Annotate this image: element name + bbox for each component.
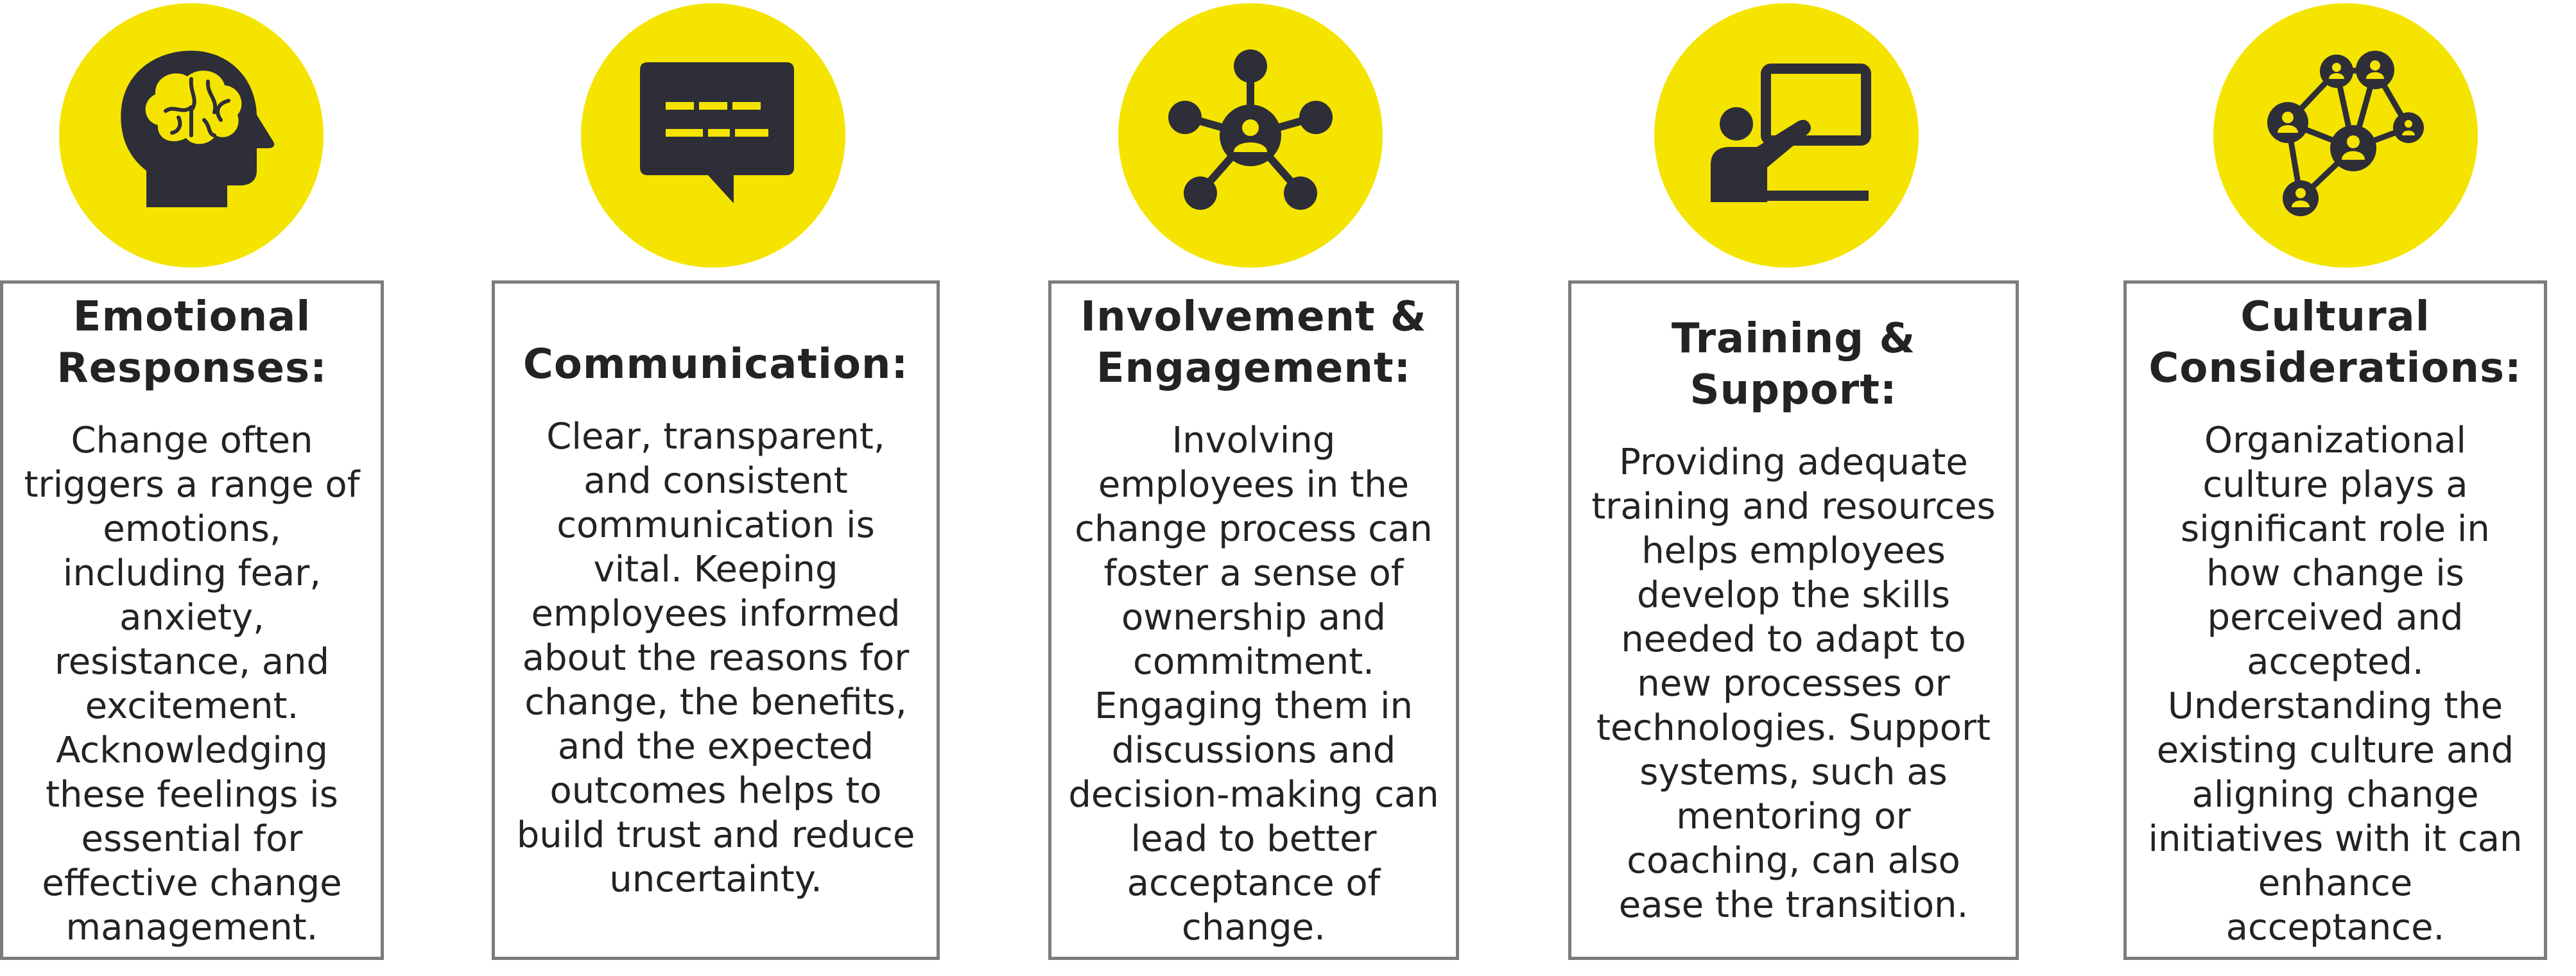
chat-bubble-icon [640, 62, 794, 203]
card-title: Cultural Considerations: [2148, 293, 2522, 392]
card-cultural-considerations: Cultural Considerations: Organizational … [2123, 280, 2547, 960]
card-emotional-responses: Emotional Responses: Change often trigge… [0, 280, 384, 960]
icon-circle-cultural [2213, 3, 2478, 268]
card-title: Emotional Responses: [56, 293, 327, 392]
card-title: Communication: [523, 341, 909, 388]
brain-head-icon [121, 51, 275, 207]
icon-circle-emotional [59, 3, 324, 268]
card-body: Clear, transparent, and consistent commu… [516, 416, 915, 900]
connected-people-icon [2267, 51, 2424, 216]
card-title: Involvement & Engagement: [1080, 293, 1427, 392]
card-communication: Communication: Clear, transparent, and c… [492, 280, 940, 960]
card-title: Training & Support: [1671, 315, 1916, 414]
card-body: Providing adequate training and resource… [1591, 441, 1996, 926]
presenter-board-icon [1711, 64, 1871, 202]
card-body: Involving employees in the change proces… [1068, 419, 1439, 948]
icon-circle-communication [581, 3, 845, 268]
card-body: Organizational culture plays a significa… [2148, 419, 2523, 948]
card-involvement-engagement: Involvement & Engagement: Involving empl… [1048, 280, 1459, 960]
card-body: Change often triggers a range of emotion… [24, 419, 360, 948]
icon-circle-training [1654, 3, 1919, 268]
card-training-support: Training & Support: Providing adequate t… [1568, 280, 2019, 960]
icon-circle-involvement [1118, 3, 1383, 268]
people-network-hub-icon [1168, 49, 1333, 210]
